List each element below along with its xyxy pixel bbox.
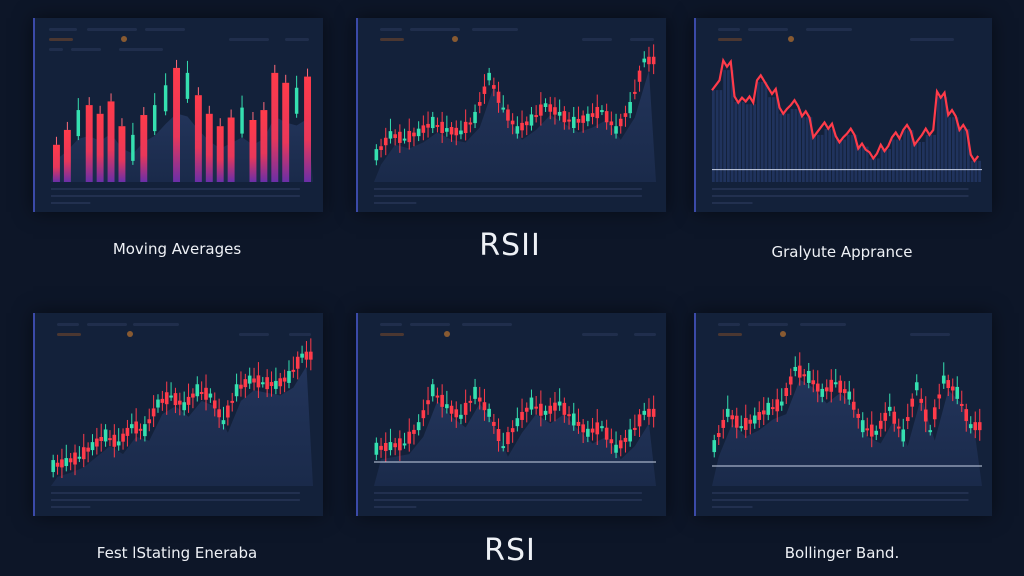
panel-header-blurred bbox=[710, 26, 978, 66]
chart-svg bbox=[51, 338, 313, 508]
chart-svg bbox=[711, 57, 982, 204]
chart-panel-bollinger-band[interactable] bbox=[694, 313, 992, 516]
chart-panel-rsii[interactable] bbox=[356, 18, 666, 212]
chart-svg bbox=[712, 352, 982, 508]
caption-gralyute-apprance: Gralyute Apprance bbox=[771, 243, 913, 261]
chart-svg bbox=[51, 59, 313, 204]
panel-header-blurred bbox=[372, 26, 654, 66]
chart-panel-fest-stating[interactable] bbox=[33, 313, 323, 516]
caption-bollinger-band: Bollinger Band. bbox=[784, 544, 900, 562]
caption-moving-averages: Moving Averages bbox=[112, 240, 242, 258]
chart-svg bbox=[374, 44, 656, 204]
chart-svg bbox=[374, 378, 656, 508]
caption-fest-stating: Fest lStating Eneraba bbox=[96, 544, 258, 562]
caption-rsi: RSI bbox=[484, 533, 536, 568]
chart-panel-gralyute-apprance[interactable] bbox=[694, 18, 992, 212]
chart-panel-moving-averages[interactable] bbox=[33, 18, 323, 212]
chart-panel-rsi[interactable] bbox=[356, 313, 666, 516]
panel-header-blurred bbox=[49, 321, 311, 361]
panel-header-blurred bbox=[710, 321, 978, 361]
panel-header-blurred bbox=[372, 321, 656, 361]
panel-header-blurred bbox=[49, 26, 309, 66]
caption-rsii: RSII bbox=[479, 228, 541, 263]
